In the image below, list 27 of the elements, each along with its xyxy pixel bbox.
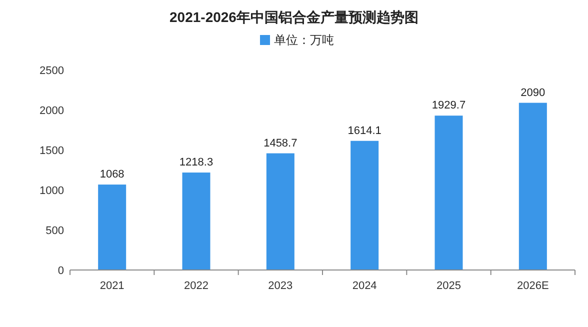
data-label: 1929.7 xyxy=(432,100,466,112)
legend: 单位：万吨 xyxy=(260,33,334,47)
x-tick-label: 2023 xyxy=(268,280,293,292)
bar xyxy=(518,102,547,270)
x-tick-label: 2024 xyxy=(352,280,377,292)
x-tick-label: 2026E xyxy=(517,280,549,292)
bar xyxy=(434,116,463,270)
x-tick-label: 2022 xyxy=(184,280,208,292)
data-label: 1218.3 xyxy=(179,156,214,169)
title: 2021-2026年中国铝合金产量预测趋势图 xyxy=(170,9,418,25)
x-tick-label: 2021 xyxy=(100,280,124,292)
data-label: 1458.7 xyxy=(264,137,298,150)
data-label: 1614.1 xyxy=(348,124,382,137)
y-tick-label: 1000 xyxy=(40,185,64,197)
y-tick-label: 1500 xyxy=(40,145,64,157)
bar xyxy=(266,153,294,270)
bar xyxy=(98,184,126,270)
y-tick-label: 500 xyxy=(46,225,64,237)
y-tick-label: 2000 xyxy=(40,105,64,117)
y-tick-label: 2500 xyxy=(40,65,64,77)
y-tick-label: 0 xyxy=(58,265,64,277)
data-label: 2090 xyxy=(520,86,546,99)
x-tick-label: 2025 xyxy=(436,280,461,292)
legend-label: 单位：万吨 xyxy=(274,33,334,47)
bar xyxy=(350,140,379,270)
bar xyxy=(182,172,210,270)
data-label: 1068 xyxy=(100,168,124,181)
